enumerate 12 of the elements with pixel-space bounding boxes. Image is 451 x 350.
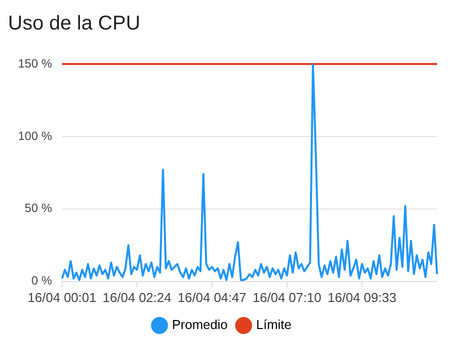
legend-label: Límite xyxy=(256,317,292,332)
y-tick-label: 150 % xyxy=(18,56,52,70)
x-tick-label: 16/04 07:10 xyxy=(252,290,322,305)
x-tick-label: 16/04 04:47 xyxy=(178,290,246,305)
chart-title: Uso de la CPU xyxy=(8,12,140,35)
x-tick-label: 16/04 00:01 xyxy=(28,290,96,305)
y-tick-label: 0 % xyxy=(31,274,52,288)
y-tick-label: 50 % xyxy=(24,201,52,216)
x-tick-label: 16/04 02:24 xyxy=(102,290,172,305)
x-tick-label: 16/04 09:33 xyxy=(328,290,396,305)
legend-label: Promedio xyxy=(172,317,228,332)
y-tick-label: 100 % xyxy=(18,128,52,143)
